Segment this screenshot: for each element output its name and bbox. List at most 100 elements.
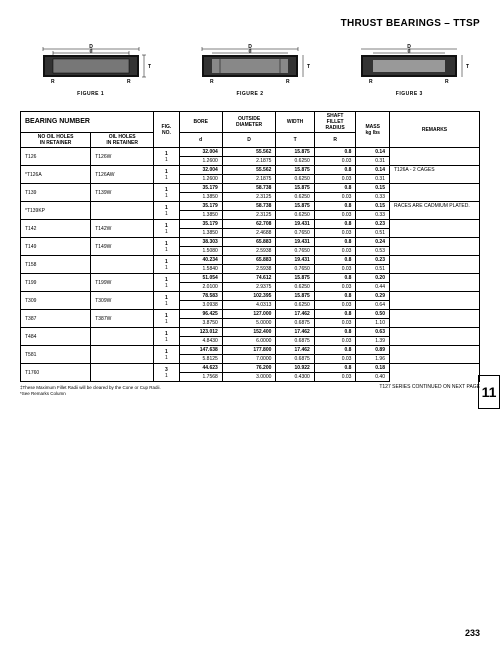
cell-fig: 11 xyxy=(154,274,179,292)
cell-remarks xyxy=(390,364,480,382)
cell-M2: 0.51 xyxy=(356,229,390,238)
cell-d2: 4.8430 xyxy=(179,337,222,346)
cell-R1: 0.8 xyxy=(314,328,356,337)
cell-M1: 0.24 xyxy=(356,238,390,247)
cell-fig: 11 xyxy=(154,328,179,346)
cell-M1: 0.23 xyxy=(356,220,390,229)
cell-n2 xyxy=(91,328,154,346)
th-fig: FIG. NO. xyxy=(154,112,179,148)
cell-T2: 0.6875 xyxy=(276,355,314,364)
table-row: T142T142W1135.17962.70819.4310.80.23 xyxy=(21,220,480,229)
cell-M2: 0.53 xyxy=(356,247,390,256)
cell-R2: 0.03 xyxy=(314,247,356,256)
cell-M1: 0.23 xyxy=(356,256,390,265)
cell-D1: 74.612 xyxy=(222,274,276,283)
cell-R2: 0.03 xyxy=(314,283,356,292)
th-no-oil: NO OIL HOLES IN RETAINER xyxy=(21,133,91,148)
cell-D1: 127.000 xyxy=(222,310,276,319)
cell-T2: 0.7650 xyxy=(276,229,314,238)
cell-M2: 1.96 xyxy=(356,355,390,364)
svg-text:d: d xyxy=(408,49,411,55)
cell-fig: 11 xyxy=(154,202,179,220)
cell-T1: 17.462 xyxy=(276,346,314,355)
cell-R2: 0.03 xyxy=(314,355,356,364)
cell-n2 xyxy=(91,256,154,274)
cell-M2: 1.10 xyxy=(356,319,390,328)
svg-text:R: R xyxy=(210,79,214,85)
cell-remarks xyxy=(390,292,480,310)
cell-R2: 0.03 xyxy=(314,319,356,328)
svg-text:T: T xyxy=(307,64,310,70)
cell-D2: 2.3125 xyxy=(222,211,276,220)
cell-n2 xyxy=(91,364,154,382)
th-bore: BORE xyxy=(179,112,222,133)
cell-D1: 177.800 xyxy=(222,346,276,355)
cell-d1: 32.004 xyxy=(179,148,222,157)
cell-n1: T126 xyxy=(21,148,91,166)
cell-d1: 35.179 xyxy=(179,220,222,229)
cell-d1: 40.234 xyxy=(179,256,222,265)
cell-d1: 51.054 xyxy=(179,274,222,283)
cell-R1: 0.8 xyxy=(314,346,356,355)
cell-M1: 0.20 xyxy=(356,274,390,283)
cell-fig: 11 xyxy=(154,148,179,166)
cell-d1: 44.623 xyxy=(179,364,222,373)
cell-D1: 55.562 xyxy=(222,166,276,175)
table-row: T1581140.23465.88319.4310.80.23 xyxy=(21,256,480,265)
table-row: T149T149W1138.30365.88319.4310.80.24 xyxy=(21,238,480,247)
cell-remarks xyxy=(390,256,480,274)
table-row: T48411123.012152.40017.4620.80.63 xyxy=(21,328,480,337)
cell-R1: 0.8 xyxy=(314,238,356,247)
cell-d1: 35.179 xyxy=(179,184,222,193)
cell-D2: 2.5938 xyxy=(222,265,276,274)
cell-M1: 0.50 xyxy=(356,310,390,319)
cell-d2: 2.0100 xyxy=(179,283,222,292)
cell-M2: 0.33 xyxy=(356,193,390,202)
svg-text:R: R xyxy=(286,79,290,85)
figure-3: D d T R R FIGURE 3 xyxy=(339,41,480,97)
cell-T2: 0.7650 xyxy=(276,265,314,274)
cell-D1: 55.562 xyxy=(222,148,276,157)
cell-M1: 0.89 xyxy=(356,346,390,355)
cell-R2: 0.03 xyxy=(314,265,356,274)
cell-D1: 76.200 xyxy=(222,364,276,373)
cell-n1: T484 xyxy=(21,328,91,346)
cell-d2: 1.3850 xyxy=(179,229,222,238)
th-mass: MASS kg lbs xyxy=(356,112,390,148)
th-fillet-sym: R xyxy=(314,133,356,148)
cell-M1: 0.18 xyxy=(356,364,390,373)
cell-d1: 147.638 xyxy=(179,346,222,355)
table-row: *T139KP1135.17958.73815.8750.80.15RACES … xyxy=(21,202,480,211)
cell-n2: T199W xyxy=(91,274,154,292)
table-body: T126T126W1132.00455.56215.8750.80.141.26… xyxy=(21,148,480,382)
cell-D2: 3.0000 xyxy=(222,373,276,382)
cell-T1: 15.875 xyxy=(276,148,314,157)
cell-D2: 2.5938 xyxy=(222,247,276,256)
svg-text:R: R xyxy=(51,79,55,85)
cell-n1: *T139KP xyxy=(21,202,91,220)
svg-text:T: T xyxy=(148,64,151,70)
cell-R1: 0.8 xyxy=(314,256,356,265)
cell-R2: 0.03 xyxy=(314,373,356,382)
cell-M2: 1.39 xyxy=(356,337,390,346)
cell-R1: 0.8 xyxy=(314,166,356,175)
cell-n2: T309W xyxy=(91,292,154,310)
footnote-1: ‡These Maximum Fillet Radii will be clea… xyxy=(20,385,161,391)
cell-M1: 0.63 xyxy=(356,328,390,337)
cell-d2: 1.5080 xyxy=(179,247,222,256)
cell-T2: 0.6250 xyxy=(276,283,314,292)
cell-d2: 5.8125 xyxy=(179,355,222,364)
cell-D1: 58.738 xyxy=(222,202,276,211)
cell-T2: 0.6875 xyxy=(276,319,314,328)
cell-T2: 0.6250 xyxy=(276,157,314,166)
cell-T1: 15.875 xyxy=(276,274,314,283)
cell-D1: 62.708 xyxy=(222,220,276,229)
cell-T1: 15.875 xyxy=(276,184,314,193)
cell-R2: 0.03 xyxy=(314,175,356,184)
cell-d1: 96.425 xyxy=(179,310,222,319)
cell-D2: 2.4688 xyxy=(222,229,276,238)
table-row: *T126AT126AW1132.00455.56215.8750.80.14T… xyxy=(21,166,480,175)
continued-note: T127 SERIES CONTINUED ON NEXT PAGE xyxy=(379,384,480,390)
cell-fig: 11 xyxy=(154,310,179,328)
cell-n1: T142 xyxy=(21,220,91,238)
